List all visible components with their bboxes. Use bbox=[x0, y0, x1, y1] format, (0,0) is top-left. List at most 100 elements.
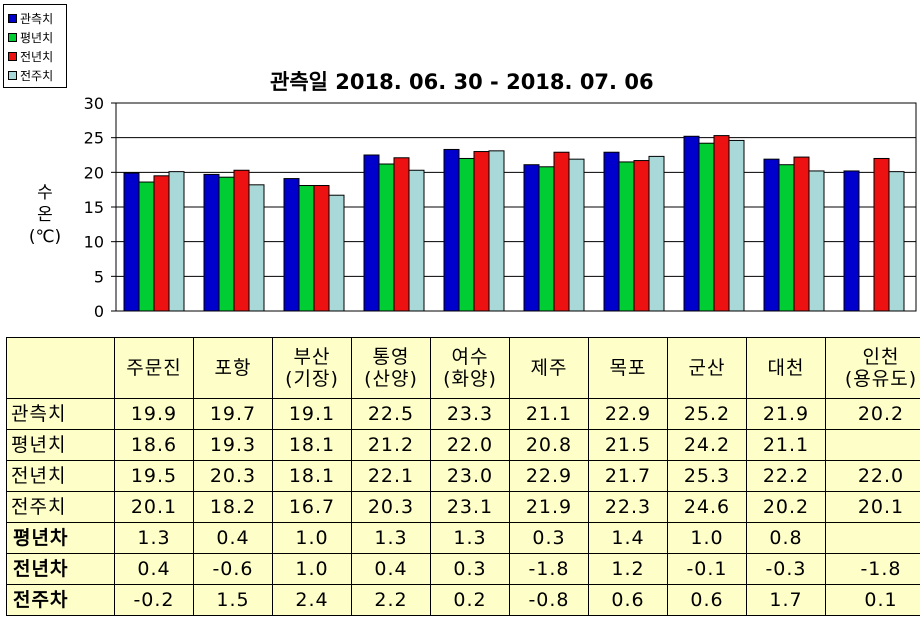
table-cell: 22.5 bbox=[351, 398, 431, 430]
bar bbox=[283, 178, 300, 312]
legend-label: 전주치 bbox=[20, 68, 54, 83]
table-cell: 22.9 bbox=[588, 398, 668, 430]
table-cell: 1.5 bbox=[193, 584, 273, 616]
table-cell: 22.1 bbox=[351, 460, 431, 492]
table-cell: 1.0 bbox=[272, 522, 352, 554]
table-cell: 0.8 bbox=[746, 522, 826, 554]
y-axis-label-line-3: (℃) bbox=[28, 227, 62, 247]
table-cell: 18.6 bbox=[114, 429, 194, 461]
bar bbox=[633, 160, 650, 312]
table-cell: -1.8 bbox=[825, 553, 920, 585]
table-cell: 22.9 bbox=[509, 460, 589, 492]
table-row: 전주치 20.1 18.2 16.7 20.3 23.1 21.9 22.3 24.6 20.2 2… bbox=[6, 491, 920, 523]
bar bbox=[298, 185, 315, 312]
table-cell: 25.3 bbox=[667, 460, 747, 492]
table-row: 전년차 0.4 -0.6 1.0 0.4 0.3 -1.8 1.2 -0.1 -0.3 -1.8 bbox=[6, 553, 920, 585]
table-cell: -0.3 bbox=[746, 553, 826, 585]
bar bbox=[218, 176, 235, 312]
table-cell: -0.8 bbox=[509, 584, 589, 616]
y-tick-label: 10 bbox=[84, 233, 104, 252]
table-cell: 21.9 bbox=[509, 491, 589, 523]
bar bbox=[778, 164, 795, 312]
bar bbox=[473, 151, 490, 312]
plot-border bbox=[115, 102, 917, 312]
legend-swatch bbox=[8, 32, 17, 42]
table-row: 전주차 -0.2 1.5 2.4 2.2 0.2 -0.8 0.6 0.6 1.7 0.1 bbox=[6, 584, 920, 616]
table-cell: 21.7 bbox=[588, 460, 668, 492]
column-header-line: 대천 bbox=[767, 357, 805, 379]
legend-item: 전년치 bbox=[8, 47, 53, 65]
table-cell: 22.3 bbox=[588, 491, 668, 523]
bar bbox=[538, 166, 555, 312]
legend-item: 관측치 bbox=[8, 9, 53, 27]
table-cell: 1.3 bbox=[114, 522, 194, 554]
table-cell: 0.6 bbox=[667, 584, 747, 616]
table-cell: 1.2 bbox=[588, 553, 668, 585]
table-column-header: 목포 bbox=[588, 337, 668, 399]
legend-item: 전주치 bbox=[8, 66, 53, 84]
table-cell: 1.4 bbox=[588, 522, 668, 554]
table-cell: 0.6 bbox=[588, 584, 668, 616]
table-cell: 0.4 bbox=[193, 522, 273, 554]
bar bbox=[248, 184, 265, 312]
column-header-line: (산양) bbox=[364, 368, 418, 390]
bar bbox=[713, 135, 730, 312]
column-header-line: 주문진 bbox=[126, 357, 182, 379]
table-cell: 18.2 bbox=[193, 491, 273, 523]
bar bbox=[488, 150, 505, 312]
bar bbox=[683, 135, 700, 312]
table-header-row: 주문진 포항 부산 (기장) 통영 (산양) 여수 (화양) 제주 목포 군산 대천 인천 (용유도) bbox=[6, 337, 920, 399]
row-label: 평년치 bbox=[6, 429, 115, 461]
y-tick-label: 20 bbox=[84, 163, 104, 182]
table-cell: 1.0 bbox=[272, 553, 352, 585]
table-cell: 0.2 bbox=[430, 584, 510, 616]
legend-swatch bbox=[8, 70, 17, 80]
table-cell bbox=[825, 429, 920, 461]
table-cell: 1.0 bbox=[667, 522, 747, 554]
table-cell: -1.8 bbox=[509, 553, 589, 585]
table-cell: 21.1 bbox=[746, 429, 826, 461]
table-cell: 25.2 bbox=[667, 398, 747, 430]
y-tick-label: 5 bbox=[94, 267, 104, 286]
column-header-line: (용유도) bbox=[844, 368, 918, 390]
table-cell: 22.0 bbox=[825, 460, 920, 492]
table-cell: 20.8 bbox=[509, 429, 589, 461]
table-cell: -0.6 bbox=[193, 553, 273, 585]
legend-swatch bbox=[8, 51, 17, 61]
bar bbox=[363, 154, 380, 312]
bar bbox=[763, 158, 780, 312]
y-axis-label-line-2: 온 bbox=[37, 205, 53, 225]
table-column-header: 대천 bbox=[746, 337, 826, 399]
bar bbox=[233, 169, 250, 312]
legend-label: 전년치 bbox=[20, 49, 54, 64]
table-cell: 19.7 bbox=[193, 398, 273, 430]
row-label: 전년치 bbox=[6, 460, 115, 492]
table-cell: 0.4 bbox=[351, 553, 431, 585]
table-cell: 18.1 bbox=[272, 429, 352, 461]
bar bbox=[888, 171, 905, 312]
bar bbox=[523, 164, 540, 312]
table-cell: 19.9 bbox=[114, 398, 194, 430]
legend-item: 평년치 bbox=[8, 28, 53, 46]
table-cell: 22.2 bbox=[746, 460, 826, 492]
table-cell: 2.4 bbox=[272, 584, 352, 616]
bar bbox=[808, 170, 825, 312]
table-cell: 20.3 bbox=[193, 460, 273, 492]
table-column-header: 주문진 bbox=[114, 337, 194, 399]
table-cell: 24.6 bbox=[667, 491, 747, 523]
bar bbox=[843, 170, 860, 312]
table-column-header: 부산 (기장) bbox=[272, 337, 352, 399]
bar bbox=[393, 157, 410, 312]
table-cell: 19.5 bbox=[114, 460, 194, 492]
table-cell: 19.1 bbox=[272, 398, 352, 430]
table-cell: 2.2 bbox=[351, 584, 431, 616]
column-header-line: 통영 bbox=[372, 346, 410, 368]
table-column-header: 제주 bbox=[509, 337, 589, 399]
table-row: 전년치 19.5 20.3 18.1 22.1 23.0 22.9 21.7 25.3 22.2 2… bbox=[6, 460, 920, 492]
table-cell bbox=[825, 522, 920, 554]
bar bbox=[873, 157, 890, 312]
bar bbox=[458, 157, 475, 312]
column-header-line: 여수 bbox=[451, 346, 489, 368]
table-cell: 20.1 bbox=[114, 491, 194, 523]
